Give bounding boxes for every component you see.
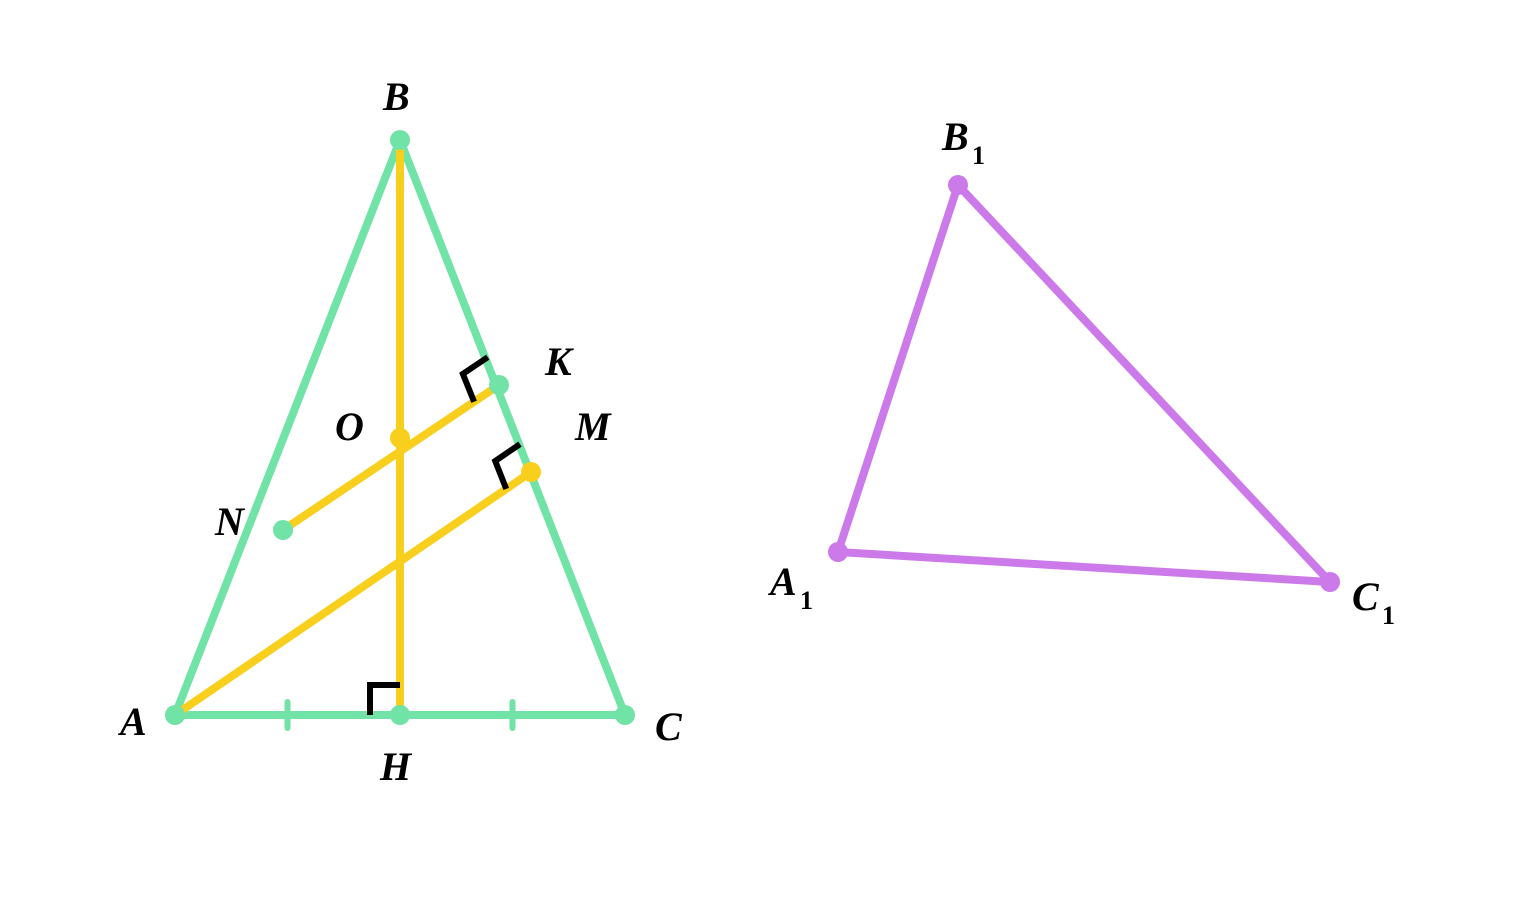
label-H: H	[379, 744, 413, 789]
label-N: N	[214, 499, 246, 544]
point-N	[273, 520, 293, 540]
point-M	[521, 462, 541, 482]
label-K: K	[544, 339, 574, 384]
label-C1-sub: 1	[1382, 601, 1395, 630]
point-C1	[1320, 572, 1340, 592]
label-B1: B	[941, 114, 969, 159]
point-B1	[948, 175, 968, 195]
geometry-diagram: ABCHONKMA1B1C1	[0, 0, 1536, 909]
point-A	[165, 705, 185, 725]
point-H	[390, 705, 410, 725]
label-C1: C	[1352, 574, 1380, 619]
point-A1	[828, 542, 848, 562]
label-A1-sub: 1	[800, 586, 813, 615]
label-M: M	[574, 404, 612, 449]
point-C	[615, 705, 635, 725]
label-B1-sub: 1	[972, 141, 985, 170]
point-K	[489, 375, 509, 395]
label-A1: A	[767, 559, 797, 604]
label-B: B	[382, 74, 410, 119]
label-C: C	[655, 704, 683, 749]
label-A: A	[117, 699, 147, 744]
point-O	[390, 428, 410, 448]
point-B	[390, 130, 410, 150]
label-O: O	[335, 404, 364, 449]
